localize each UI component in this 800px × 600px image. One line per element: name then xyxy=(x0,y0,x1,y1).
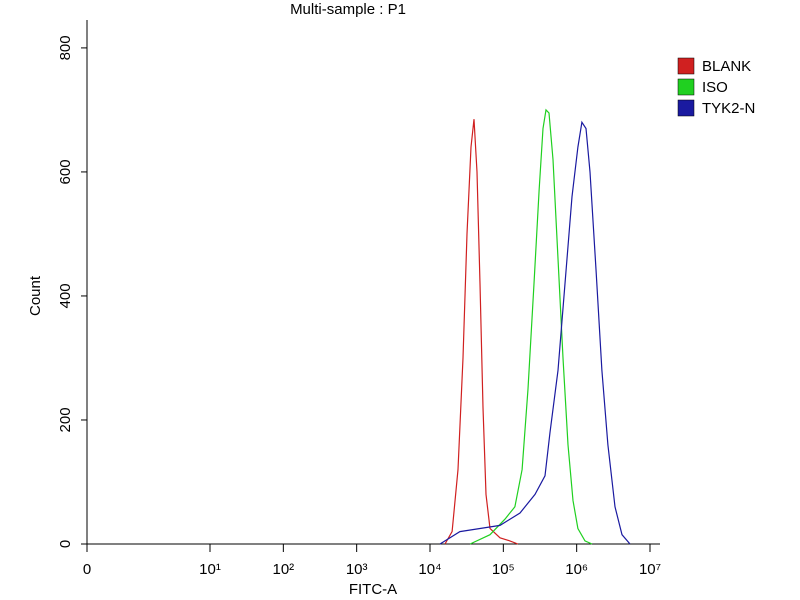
x-tick-label: 10¹ xyxy=(199,561,221,578)
x-tick-label: 10³ xyxy=(346,561,368,578)
legend-label: BLANK xyxy=(702,58,751,75)
chart-title: Multi-sample : P1 xyxy=(290,1,406,18)
x-tick-label: 10⁴ xyxy=(418,561,441,578)
legend-label: ISO xyxy=(702,79,728,96)
histogram-line xyxy=(469,108,593,545)
x-tick-label: 10² xyxy=(272,561,294,578)
histogram-line xyxy=(444,119,519,545)
y-tick-label: 800 xyxy=(57,35,74,60)
histogram-line xyxy=(439,120,631,545)
x-tick-label: 10⁷ xyxy=(639,561,661,578)
x-axis-label: FITC-A xyxy=(349,581,397,598)
y-tick-label: 600 xyxy=(57,159,74,184)
x-tick-label: 10⁵ xyxy=(492,561,515,578)
y-tick-label: 200 xyxy=(57,407,74,432)
y-tick-label: 0 xyxy=(57,540,74,548)
legend-swatch xyxy=(677,99,695,117)
legend-label: TYK2-N xyxy=(702,100,755,117)
legend-swatch xyxy=(677,78,695,96)
y-tick-label: 400 xyxy=(57,283,74,308)
x-tick-label: 0 xyxy=(83,561,91,578)
x-tick-label: 10⁶ xyxy=(565,561,588,578)
legend-swatch xyxy=(677,57,695,75)
y-axis-label: Count xyxy=(27,275,44,316)
